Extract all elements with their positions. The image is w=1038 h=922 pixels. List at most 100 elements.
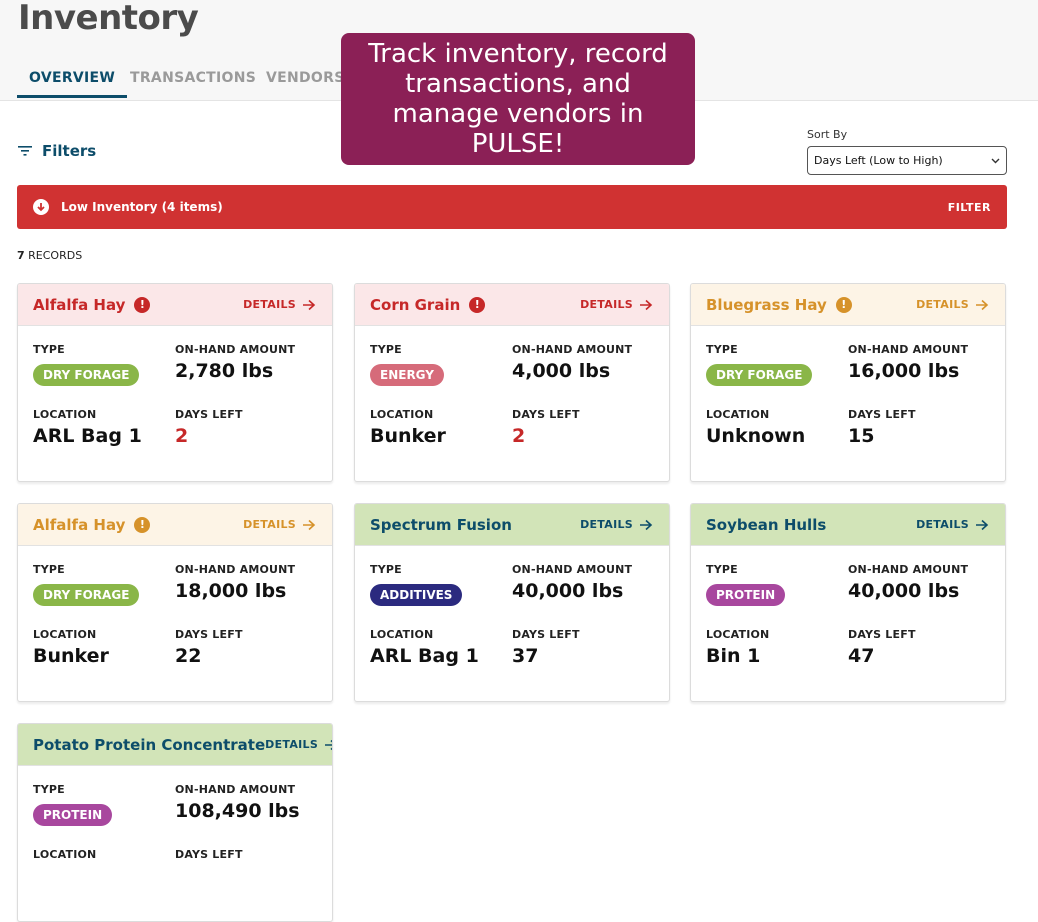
on-hand-value: 18,000 lbs [175, 580, 287, 602]
card-header: Potato Protein Concentrate DETAILS [18, 724, 332, 766]
card-header: Alfalfa Hay ! DETAILS [18, 504, 332, 546]
inventory-card: Potato Protein Concentrate DETAILS TYPE … [17, 723, 333, 922]
arrow-right-icon [976, 299, 989, 310]
promo-callout: Track inventory, record transactions, an… [341, 33, 695, 165]
on-hand-label: ON-HAND AMOUNT [848, 563, 969, 576]
type-label: TYPE [370, 343, 402, 356]
details-label: DETAILS [243, 518, 296, 531]
arrow-right-icon [976, 519, 989, 530]
on-hand-value: 16,000 lbs [848, 360, 960, 382]
card-header: Alfalfa Hay ! DETAILS [18, 284, 332, 326]
on-hand-value: 40,000 lbs [512, 580, 624, 602]
sort-value: Days Left (Low to High) [814, 154, 943, 167]
card-body: TYPE PROTEIN ON-HAND AMOUNT 40,000 lbs L… [691, 546, 1005, 701]
records-label: RECORDS [28, 249, 83, 262]
card-title: Corn Grain [370, 295, 461, 314]
inventory-card: Corn Grain ! DETAILS TYPE ENERGY ON-HAND… [354, 283, 670, 482]
details-link[interactable]: DETAILS [916, 298, 989, 311]
card-title: Alfalfa Hay [33, 515, 126, 534]
type-label: TYPE [33, 783, 65, 796]
type-badge: DRY FORAGE [33, 584, 140, 606]
location-value: ARL Bag 1 [370, 645, 479, 667]
card-header: Corn Grain ! DETAILS [355, 284, 669, 326]
tab-transactions[interactable]: TRANSACTIONS [130, 70, 257, 86]
chevron-down-icon [991, 158, 1000, 163]
type-badge: ENERGY [370, 364, 444, 386]
records-number: 7 [17, 249, 25, 262]
details-link[interactable]: DETAILS [580, 298, 653, 311]
low-inventory-alert: Low Inventory (4 items) FILTER [17, 185, 1007, 229]
inventory-card: Spectrum Fusion DETAILS TYPE ADDITIVES O… [354, 503, 670, 702]
card-body: TYPE DRY FORAGE ON-HAND AMOUNT 18,000 lb… [18, 546, 332, 701]
alert-text: Low Inventory (4 items) [61, 200, 223, 214]
card-header: Bluegrass Hay ! DETAILS [691, 284, 1005, 326]
card-title: Potato Protein Concentrate [33, 735, 266, 754]
location-label: LOCATION [33, 408, 97, 421]
arrow-right-icon [303, 519, 316, 530]
filter-icon [18, 146, 32, 156]
days-left-label: DAYS LEFT [512, 628, 580, 641]
on-hand-value: 2,780 lbs [175, 360, 274, 382]
card-header: Spectrum Fusion DETAILS [355, 504, 669, 546]
type-badge: DRY FORAGE [706, 364, 813, 386]
days-left-value: 22 [175, 645, 202, 667]
details-link[interactable]: DETAILS [916, 518, 989, 531]
on-hand-label: ON-HAND AMOUNT [175, 783, 296, 796]
inventory-card: Alfalfa Hay ! DETAILS TYPE DRY FORAGE ON… [17, 503, 333, 702]
card-body: TYPE DRY FORAGE ON-HAND AMOUNT 16,000 lb… [691, 326, 1005, 481]
details-link[interactable]: DETAILS [265, 738, 332, 751]
arrow-right-icon [640, 519, 653, 530]
days-left-label: DAYS LEFT [512, 408, 580, 421]
card-body: TYPE ADDITIVES ON-HAND AMOUNT 40,000 lbs… [355, 546, 669, 701]
type-label: TYPE [33, 563, 65, 576]
on-hand-label: ON-HAND AMOUNT [848, 343, 969, 356]
card-title: Spectrum Fusion [370, 515, 512, 534]
alert-icon: ! [134, 296, 151, 313]
location-value: Unknown [706, 425, 806, 447]
arrow-down-circle-icon[interactable] [33, 199, 49, 215]
days-left-value: 15 [848, 425, 875, 447]
details-label: DETAILS [243, 298, 296, 311]
records-count: 7 RECORDS [17, 249, 82, 262]
tab-overview[interactable]: OVERVIEW [17, 66, 128, 98]
on-hand-value: 108,490 lbs [175, 800, 300, 822]
on-hand-label: ON-HAND AMOUNT [175, 563, 296, 576]
details-label: DETAILS [580, 518, 633, 531]
location-label: LOCATION [706, 408, 770, 421]
days-left-value: 37 [512, 645, 539, 667]
on-hand-label: ON-HAND AMOUNT [175, 343, 296, 356]
on-hand-value: 4,000 lbs [512, 360, 611, 382]
details-link[interactable]: DETAILS [580, 518, 653, 531]
days-left-label: DAYS LEFT [848, 628, 916, 641]
location-label: LOCATION [370, 408, 434, 421]
alert-icon: ! [835, 296, 852, 313]
sort-select[interactable]: Days Left (Low to High) [807, 146, 1007, 175]
card-body: TYPE DRY FORAGE ON-HAND AMOUNT 2,780 lbs… [18, 326, 332, 481]
type-badge: ADDITIVES [370, 584, 463, 606]
card-title: Alfalfa Hay [33, 295, 126, 314]
days-left-label: DAYS LEFT [175, 408, 243, 421]
details-label: DETAILS [916, 298, 969, 311]
filters-label: Filters [42, 142, 97, 160]
details-label: DETAILS [580, 298, 633, 311]
location-label: LOCATION [33, 628, 97, 641]
days-left-value: 2 [512, 425, 526, 447]
location-label: LOCATION [706, 628, 770, 641]
days-left-label: DAYS LEFT [848, 408, 916, 421]
location-value: Bunker [33, 645, 109, 667]
details-link[interactable]: DETAILS [243, 518, 316, 531]
tab-vendors[interactable]: VENDORS [266, 70, 345, 86]
card-body: TYPE PROTEIN ON-HAND AMOUNT 108,490 lbs … [18, 766, 332, 921]
filters-button[interactable]: Filters [18, 142, 96, 160]
type-badge: DRY FORAGE [33, 364, 140, 386]
sort-label: Sort By [807, 128, 848, 141]
alert-filter-button[interactable]: FILTER [947, 200, 991, 214]
details-link[interactable]: DETAILS [243, 298, 316, 311]
location-value: ARL Bag 1 [33, 425, 142, 447]
details-label: DETAILS [916, 518, 969, 531]
type-label: TYPE [33, 343, 65, 356]
type-label: TYPE [370, 563, 402, 576]
card-body: TYPE ENERGY ON-HAND AMOUNT 4,000 lbs LOC… [355, 326, 669, 481]
alert-icon: ! [134, 516, 151, 533]
arrow-right-icon [303, 299, 316, 310]
